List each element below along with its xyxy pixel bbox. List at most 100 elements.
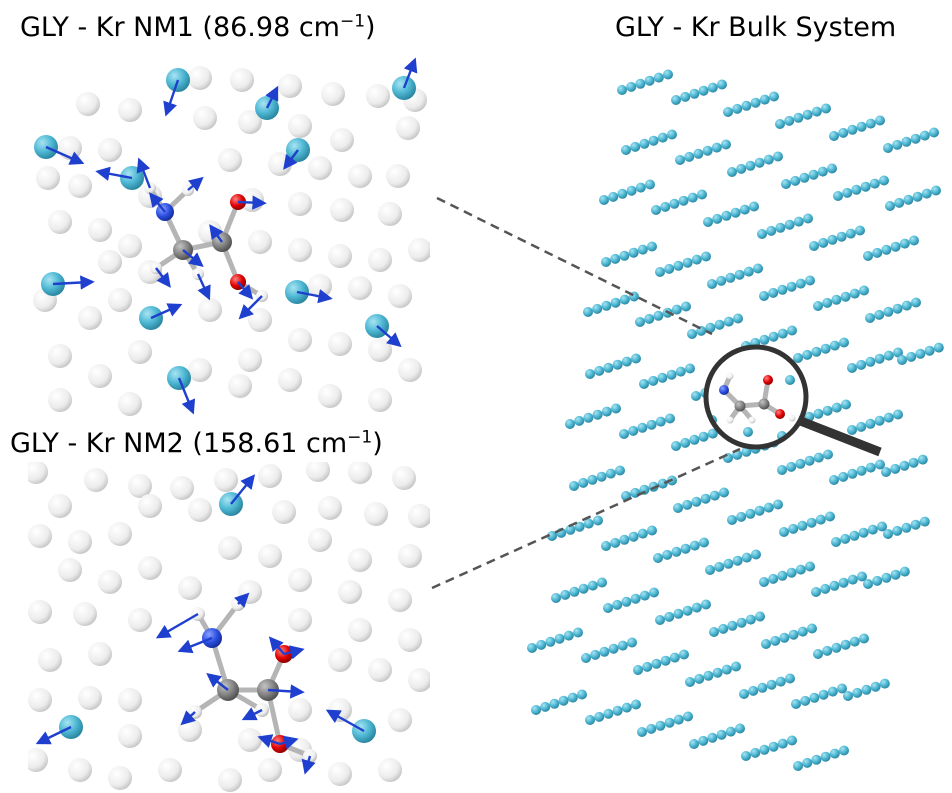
krypton-atom xyxy=(867,524,878,535)
krypton-atom xyxy=(890,241,901,252)
matrix-atom xyxy=(248,230,272,254)
krypton-atom xyxy=(723,107,733,117)
matrix-atom xyxy=(78,686,102,710)
krypton-atom xyxy=(619,534,630,545)
krypton-atom xyxy=(683,711,693,722)
matrix-atom xyxy=(398,544,422,568)
krypton-atom xyxy=(637,727,647,737)
displacement-arrow xyxy=(241,707,263,721)
krypton-atom xyxy=(865,418,876,429)
matrix-atom xyxy=(228,374,252,398)
krypton-atom xyxy=(811,346,822,357)
krypton-atom xyxy=(829,748,840,759)
krypton-atom xyxy=(649,587,659,598)
krypton-atom xyxy=(592,303,603,314)
matrix-atom xyxy=(328,648,352,672)
krypton-atom xyxy=(637,422,648,433)
krypton-atom xyxy=(536,639,547,650)
krypton-atom xyxy=(775,119,785,129)
krypton-atom xyxy=(827,686,838,697)
krypton-atom xyxy=(662,549,673,560)
krypton-atom xyxy=(859,285,869,296)
krypton-atom xyxy=(899,566,910,577)
krypton-atom xyxy=(563,630,574,641)
displacement-arrow xyxy=(234,592,250,608)
krypton-atom xyxy=(883,529,893,539)
krypton-atom xyxy=(633,665,643,675)
krypton-atom xyxy=(813,452,824,463)
krypton-atom xyxy=(759,291,769,301)
krypton-atom xyxy=(727,620,738,631)
bulk-krypton-lattice xyxy=(527,69,944,771)
matrix-atom xyxy=(368,248,392,272)
krypton-atom xyxy=(660,201,671,212)
krypton-atom xyxy=(813,301,823,311)
krypton-atom xyxy=(673,714,684,725)
krypton-atom xyxy=(818,689,829,700)
krypton-atom xyxy=(841,399,851,410)
krypton-atom xyxy=(675,155,685,165)
matrix-atom xyxy=(258,464,282,488)
matrix-atom xyxy=(330,128,354,152)
krypton-atom xyxy=(829,475,839,485)
krypton-atom xyxy=(639,379,649,389)
krypton-atom xyxy=(603,708,614,719)
krypton-atom xyxy=(583,307,593,317)
krypton-atom xyxy=(849,288,860,299)
krypton-atom xyxy=(565,524,576,535)
krypton-atom xyxy=(924,345,935,356)
krypton-atom xyxy=(630,141,641,152)
krypton-atom xyxy=(703,670,714,681)
krypton-atom xyxy=(707,279,717,289)
krypton-atom xyxy=(630,593,641,604)
krypton-atom xyxy=(915,348,926,359)
displacement-arrow xyxy=(265,85,279,109)
krypton-atom xyxy=(663,69,673,80)
krypton-atom xyxy=(872,247,883,258)
krypton-atom xyxy=(857,571,867,582)
nm2-displacement-arrows xyxy=(35,474,365,775)
matrix-atom xyxy=(48,344,72,368)
krypton-atom xyxy=(647,525,657,536)
krypton-atom xyxy=(855,225,865,236)
krypton-atom xyxy=(655,720,666,731)
krypton-atom xyxy=(637,244,648,255)
krypton-atom xyxy=(680,91,691,102)
krypton-atom xyxy=(838,127,849,138)
matrix-atom xyxy=(108,522,132,546)
matrix-atom xyxy=(348,276,372,300)
krypton-atom xyxy=(840,291,851,302)
krypton-atom xyxy=(865,462,876,473)
krypton-atom xyxy=(723,558,734,569)
krypton-atom xyxy=(558,695,569,706)
krypton-atom xyxy=(610,537,621,548)
krypton-atom xyxy=(839,745,849,756)
krypton-atom xyxy=(707,82,718,93)
matrix-atom xyxy=(108,766,132,790)
krypton-atom xyxy=(601,257,611,267)
krypton-atom xyxy=(856,121,867,132)
krypton-atom xyxy=(763,502,774,513)
krypton-atom xyxy=(723,316,734,327)
krypton-atom xyxy=(786,281,797,292)
krypton-atom xyxy=(931,185,941,196)
krypton-atom xyxy=(787,735,797,746)
krypton-atom xyxy=(664,263,675,274)
krypton-atom xyxy=(802,757,813,768)
krypton-atom xyxy=(919,516,930,527)
krypton-atom xyxy=(838,471,849,482)
krypton-atom xyxy=(809,241,819,251)
krypton-atom xyxy=(806,517,817,528)
krypton-atom xyxy=(621,145,631,155)
krypton-atom xyxy=(856,465,867,476)
krypton-atom xyxy=(793,353,803,363)
matrix-atom xyxy=(118,688,142,712)
krypton-atom xyxy=(768,331,779,342)
krypton-atom xyxy=(691,391,701,401)
krypton-atom xyxy=(723,453,733,463)
krypton-atom xyxy=(791,699,801,709)
krypton-atom xyxy=(599,646,610,657)
krypton-atom xyxy=(665,413,675,424)
krypton-atom xyxy=(831,537,841,547)
displacement-arrow xyxy=(237,281,254,300)
